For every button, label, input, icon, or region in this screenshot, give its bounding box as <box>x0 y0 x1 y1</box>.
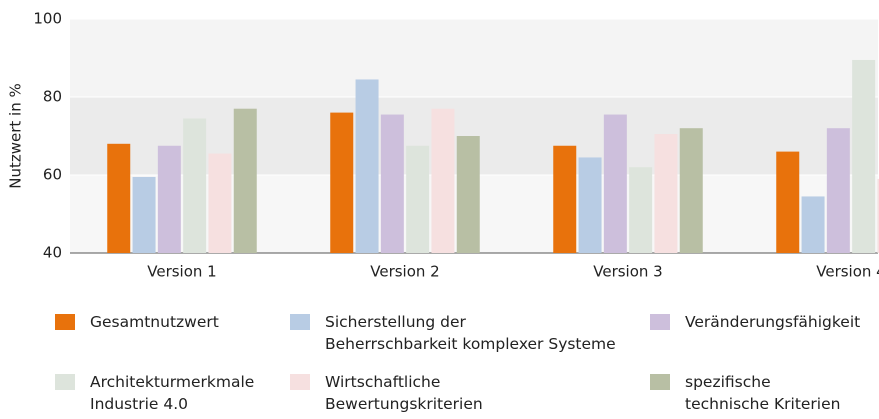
bar <box>132 176 156 253</box>
x-tick-label: Version 2 <box>370 263 439 281</box>
y-axis-title: Nutzwert in % <box>7 83 25 189</box>
bar <box>380 114 404 253</box>
legend-item: Veränderungsfähigkeit <box>650 311 860 333</box>
bar <box>877 178 879 253</box>
bar <box>431 108 455 253</box>
legend-item: Sicherstellung der Beherrschbarkeit komp… <box>290 311 616 355</box>
legend-swatch <box>290 314 310 330</box>
bar <box>852 59 876 254</box>
bar <box>233 108 257 253</box>
y-tick-label: 40 <box>43 244 62 262</box>
legend-label: Gesamtnutzwert <box>90 313 219 331</box>
y-tick-label: 80 <box>43 88 62 106</box>
legend-label: Wirtschaftliche Bewertungskriterien <box>325 373 483 413</box>
bar <box>776 151 800 253</box>
bar <box>801 196 825 253</box>
grid-band <box>70 19 878 97</box>
bar <box>157 145 181 253</box>
y-tick-label: 60 <box>43 166 62 184</box>
bar <box>629 167 653 253</box>
bar <box>679 128 703 253</box>
legend-item: Architekturmerkmale Industrie 4.0 <box>55 371 254 415</box>
legend-swatch <box>55 374 75 390</box>
legend-label: Veränderungsfähigkeit <box>685 313 861 331</box>
bar <box>578 157 602 253</box>
bar <box>355 79 379 253</box>
bar <box>603 114 627 253</box>
bar <box>330 112 354 253</box>
legend-swatch <box>650 374 670 390</box>
legend-label: spezifische technische Kriterien <box>685 373 841 413</box>
bar <box>826 128 850 253</box>
legend-swatch <box>650 314 670 330</box>
bar <box>406 145 430 253</box>
y-tick-label: 100 <box>33 10 62 28</box>
legend-label: Architekturmerkmale Industrie 4.0 <box>90 373 255 413</box>
legend-label: Sicherstellung der Beherrschbarkeit komp… <box>325 313 616 353</box>
bar <box>456 136 480 253</box>
legend-swatch <box>290 374 310 390</box>
legend-item: spezifische technische Kriterien <box>650 371 840 415</box>
bar <box>553 145 577 253</box>
bar <box>107 143 131 253</box>
bar <box>208 153 232 253</box>
legend-item: Gesamtnutzwert <box>55 311 219 333</box>
legend-item: Wirtschaftliche Bewertungskriterien <box>290 371 483 415</box>
x-tick-label: Version 1 <box>147 263 216 281</box>
x-tick-label: Version 4 <box>816 263 879 281</box>
bar <box>183 118 207 253</box>
bar <box>654 134 678 253</box>
legend-swatch <box>55 314 75 330</box>
x-tick-label: Version 3 <box>593 263 662 281</box>
chart: Nutzwert in % 40 60 80 100 Version 1 Version … <box>7 10 879 281</box>
